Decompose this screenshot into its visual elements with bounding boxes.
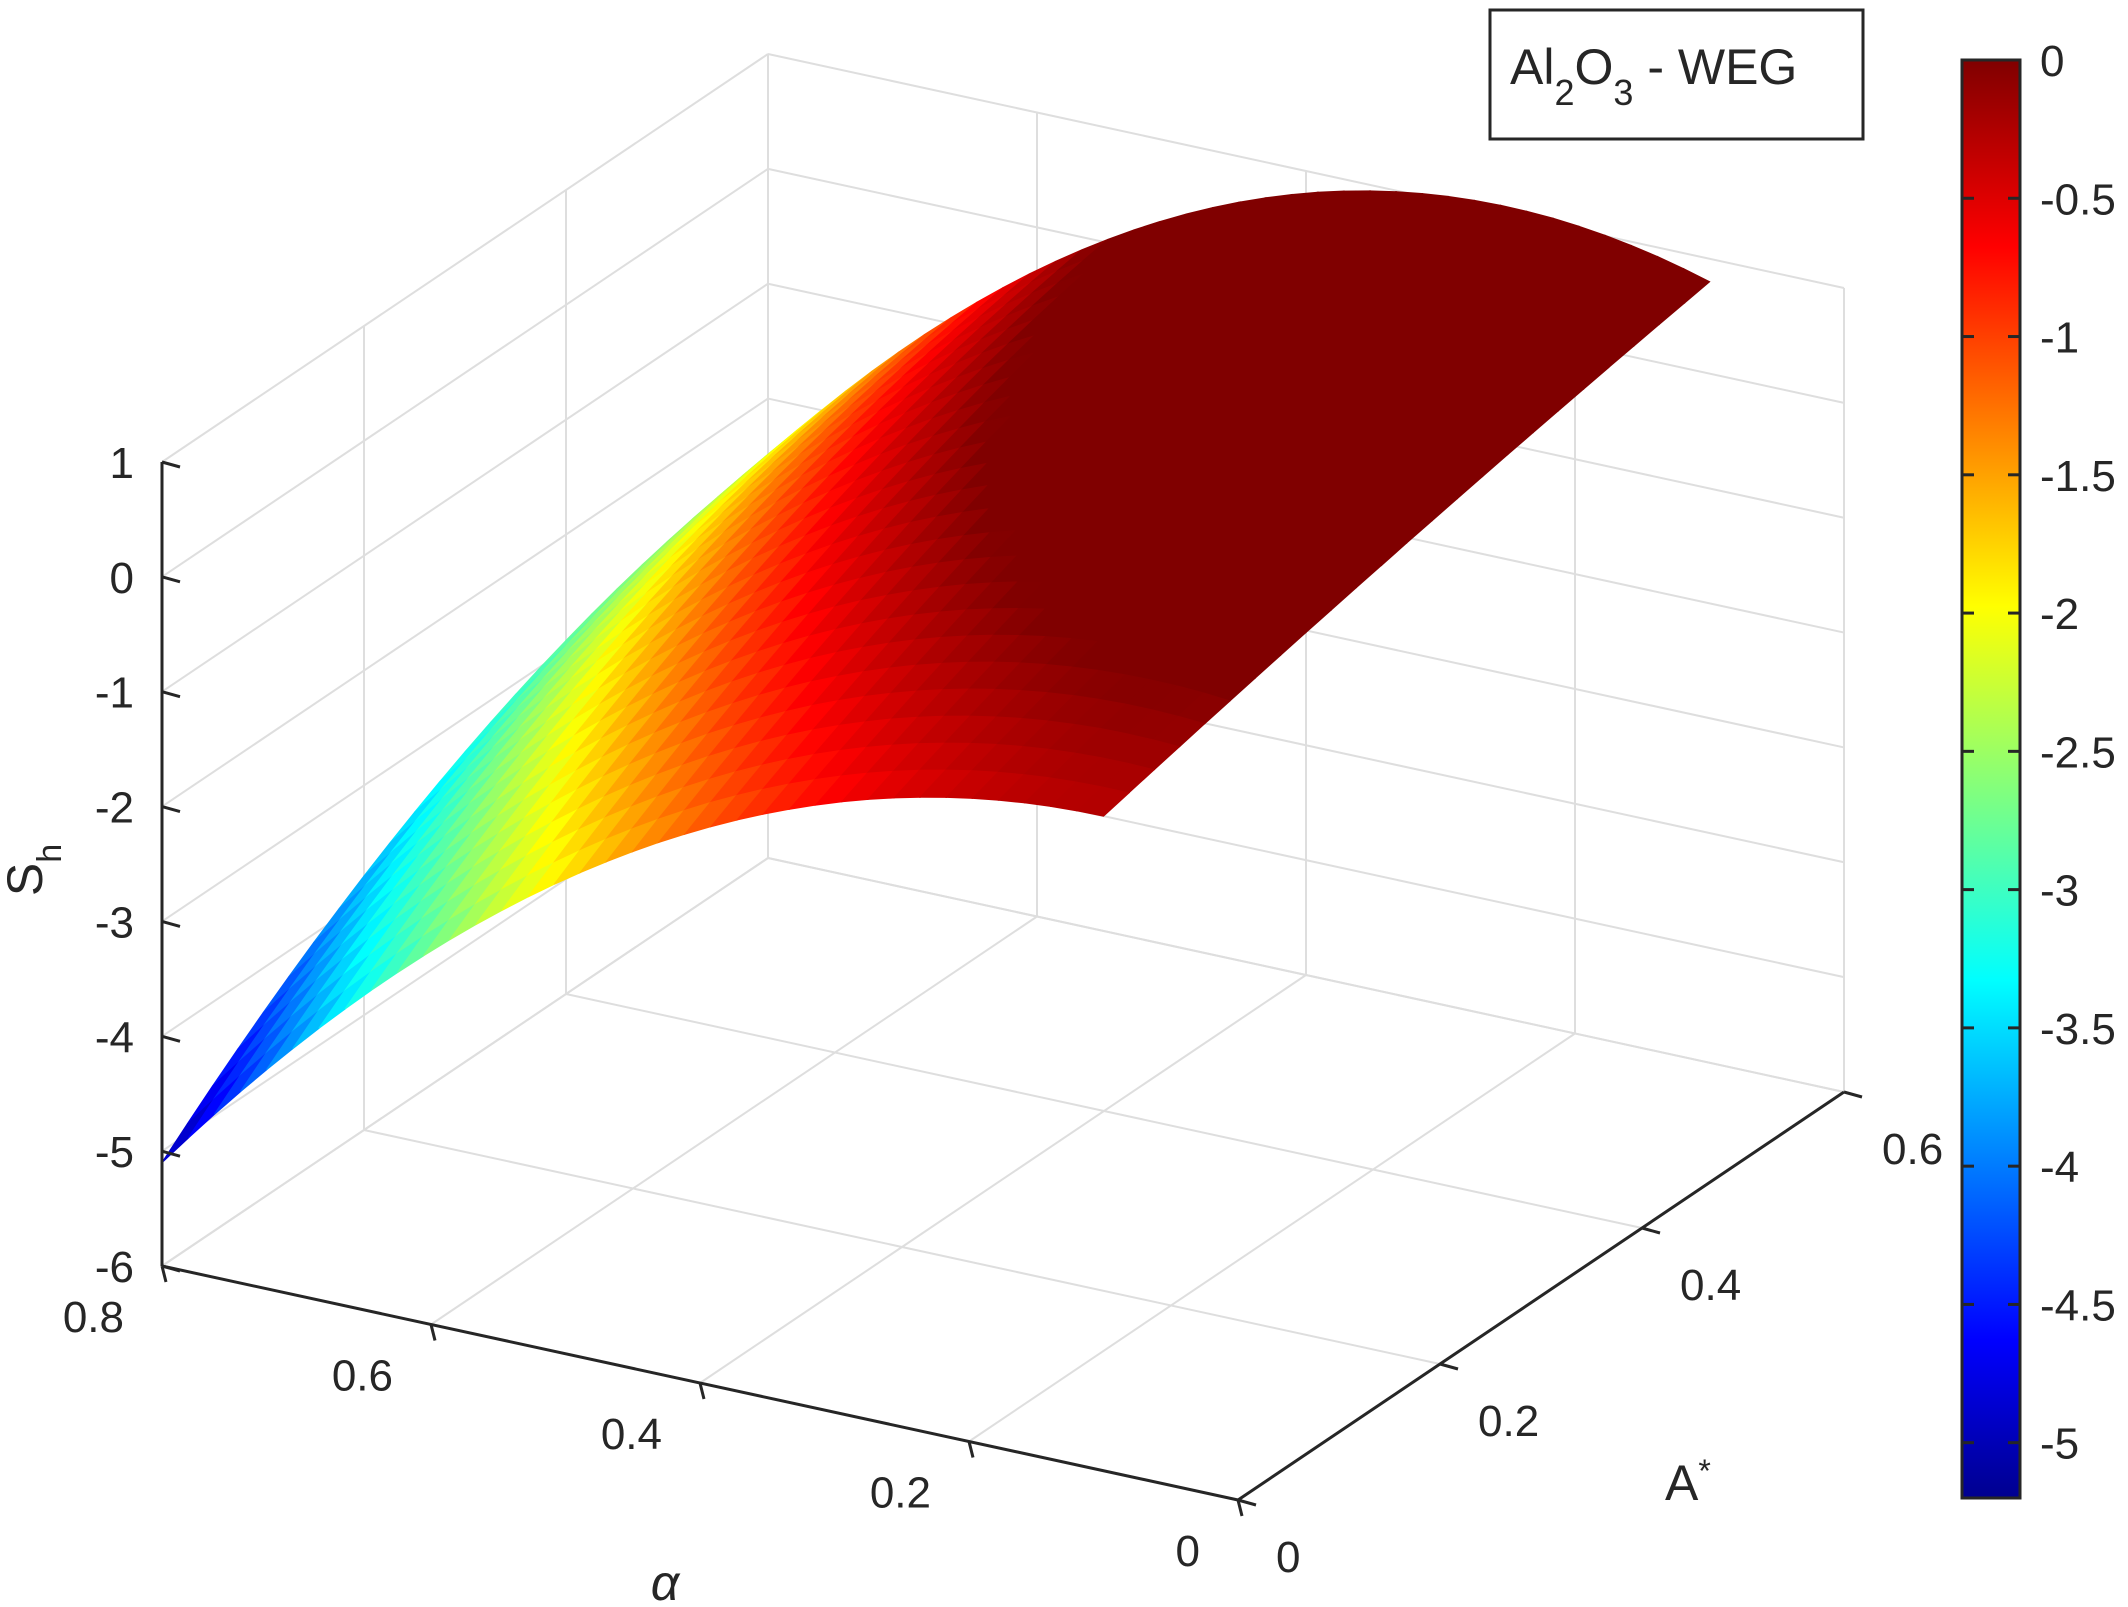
z-tick-mark [161,460,181,469]
tick-labels: 0 0.2 0.4 0.6 0.8 0 0.2 0.4 0.6 1 0 -1 -2 -3 -4 -5 -6 [63,439,1943,1582]
x-tick-label: 0.2 [870,1469,931,1518]
z-axis-label: Sh [0,844,69,896]
x-tick-label: 0.6 [332,1352,393,1401]
z-tick-mark [161,575,181,584]
x-axis-label: α [651,1555,681,1607]
colorbar-tick-label: -3 [2040,867,2079,916]
x-tick-label: 0.8 [63,1293,124,1342]
colorbar-tick-label: -3.5 [2040,1005,2116,1054]
y-tick-label: 0.4 [1680,1261,1741,1310]
z-tick-label: -1 [95,669,134,718]
colorbar-tick-label: -0.5 [2040,175,2116,224]
grid-line-x [968,1032,1576,1443]
x-tick-mark [967,1441,975,1458]
grid-line-x [161,857,769,1267]
colorbar-tick-label: -5 [2040,1420,2079,1469]
y-tick-mark [1641,1226,1661,1235]
grid-line-x [699,974,1307,1384]
surface-mesh [161,190,1711,1164]
grid-line-z [161,53,769,463]
z-tick-mark [161,1034,181,1043]
z-tick-label: -5 [95,1128,134,1177]
surface-patch [1076,786,1131,817]
colorbar-tick-label: -4 [2040,1143,2079,1192]
legend-label: Al2O3 - WEG [1510,39,1797,113]
colorbar-tick-label: -4.5 [2040,1281,2116,1330]
colorbar-ticks: 0 -0.5 -1 -1.5 -2 -2.5 -3 -3.5 -4 -4.5 -5 [1962,37,2116,1469]
colorbar-tick-label: -2.5 [2040,728,2116,777]
z-tick-label: -3 [95,898,134,947]
x-tick-mark [698,1382,706,1400]
y-axis-label: A* [1665,1453,1711,1511]
x-tick-mark [429,1324,437,1341]
z-tick-mark [161,919,181,928]
y-tick-mark [1843,1090,1863,1099]
colorbar-fill [1960,58,2022,1500]
z-tick-label: -2 [95,784,134,833]
x-tick-label: 0.4 [601,1410,662,1459]
colorbar-tick-label: 0 [2040,37,2064,86]
grid-line-z [161,397,769,808]
colorbar-tick-label: -1.5 [2040,452,2116,501]
z-tick-label: 1 [110,439,134,488]
x-tick-mark [160,1265,168,1283]
grid-line-z [161,168,769,578]
z-tick-mark [161,1264,181,1273]
colorbar: 0 -0.5 -1 -1.5 -2 -2.5 -3 -3.5 -4 -4.5 -5 [1960,37,2116,1500]
y-tick-label: 0 [1276,1533,1300,1582]
z-tick-mark [161,1149,181,1158]
colorbar-tick-label: -1 [2040,314,2079,363]
z-tick-mark [161,805,181,814]
x-tick-label: 0 [1176,1527,1200,1576]
axes-lines [160,460,1863,1517]
z-tick-mark [161,690,181,699]
y-tick-label: 0.6 [1882,1125,1943,1174]
y-tick-mark [1237,1498,1257,1507]
z-tick-label: -4 [95,1013,134,1062]
y-tick-label: 0.2 [1478,1397,1539,1446]
x-tick-mark [1236,1499,1244,1517]
y-tick-mark [1439,1362,1459,1371]
z-tick-label: 0 [110,554,134,603]
grid-line-x [430,915,1038,1326]
y-axis-line [1237,1090,1845,1502]
z-tick-label: -6 [95,1243,134,1292]
colorbar-tick-label: -2 [2040,590,2079,639]
legend-box: Al2O3 - WEG [1488,8,1865,141]
grid-line-z [161,282,769,693]
